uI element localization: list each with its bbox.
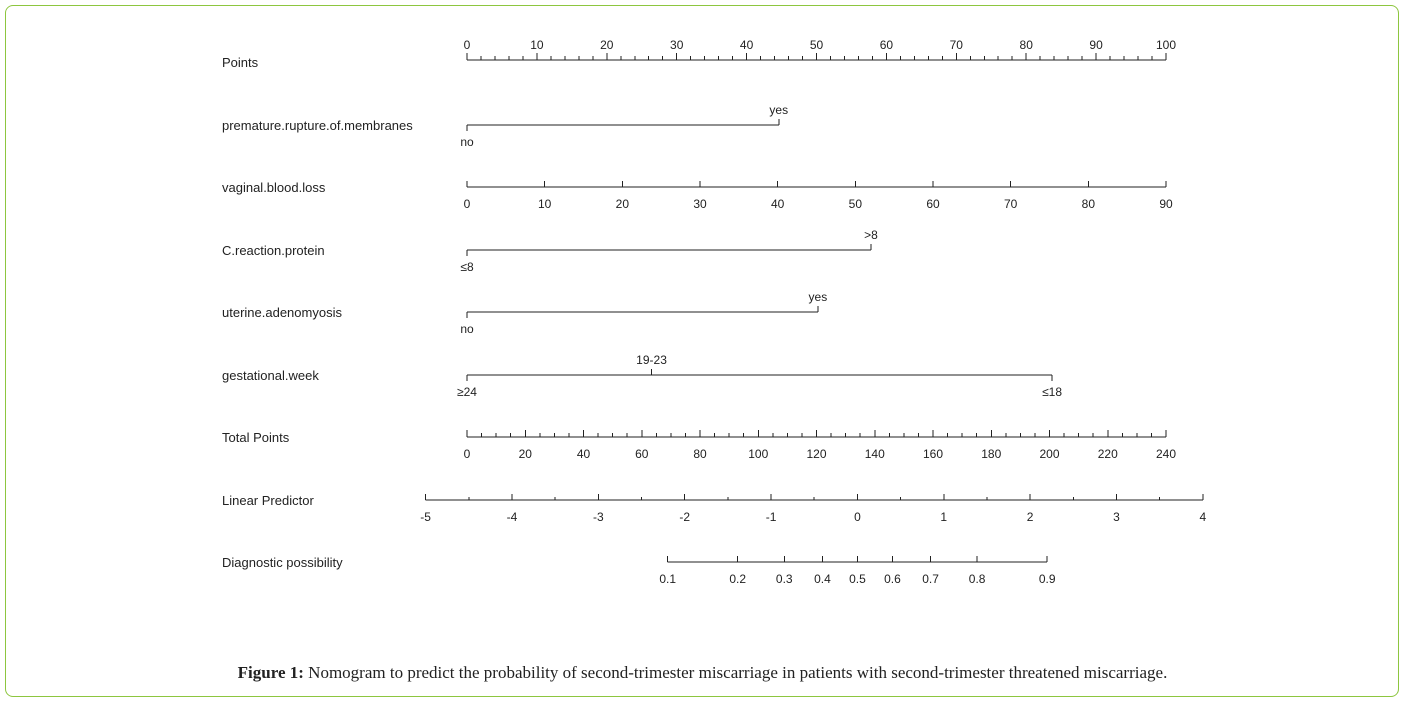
tick-label: 0 [464,38,471,52]
category-label: ≥24 [457,385,477,399]
caption-label: Figure 1: [237,663,304,682]
category-label: yes [809,290,828,304]
figure-caption: Figure 1: Nomogram to predict the probab… [0,663,1405,683]
tick-label: 0.4 [814,572,831,586]
category-label: 19-23 [636,353,667,367]
tick-label: -4 [507,510,518,524]
row-label: premature.rupture.of.membranes [222,118,413,133]
tick-label: 30 [693,197,707,211]
tick-label: 20 [600,38,614,52]
category-label: no [460,322,474,336]
tick-label: -3 [593,510,604,524]
tick-label: 0.7 [922,572,939,586]
tick-label: 90 [1159,197,1173,211]
row-label: Points [222,55,259,70]
tick-label: 50 [849,197,863,211]
row-label: Linear Predictor [222,493,314,508]
tick-label: 50 [810,38,824,52]
tick-label: 0 [854,510,861,524]
row-label: vaginal.blood.loss [222,180,326,195]
tick-label: 0.3 [776,572,793,586]
category-label: >8 [864,228,878,242]
tick-label: 160 [923,447,943,461]
tick-label: 40 [740,38,754,52]
tick-label: 2 [1027,510,1034,524]
tick-label: 80 [1020,38,1034,52]
row-label: C.reaction.protein [222,243,325,258]
tick-label: 0.8 [969,572,986,586]
figure-frame [5,5,1399,697]
tick-label: 70 [950,38,964,52]
row-label: uterine.adenomyosis [222,305,342,320]
tick-label: 1 [940,510,947,524]
tick-label: 0 [464,197,471,211]
tick-label: 10 [538,197,552,211]
tick-label: 120 [806,447,826,461]
tick-label: -5 [420,510,431,524]
tick-label: 3 [1113,510,1120,524]
tick-label: 200 [1039,447,1059,461]
tick-label: -1 [766,510,777,524]
tick-label: 0 [464,447,471,461]
row-label: Total Points [222,430,290,445]
tick-label: 100 [1156,38,1176,52]
tick-label: 0.5 [849,572,866,586]
tick-label: 60 [880,38,894,52]
tick-label: 20 [519,447,533,461]
tick-label: 0.1 [659,572,676,586]
row-label: gestational.week [222,368,319,383]
tick-label: 60 [635,447,649,461]
category-label: yes [769,103,788,117]
tick-label: 70 [1004,197,1018,211]
tick-label: 60 [926,197,940,211]
caption-text: Nomogram to predict the probability of s… [303,663,1168,682]
tick-label: 20 [616,197,630,211]
tick-label: 220 [1098,447,1118,461]
tick-label: 40 [577,447,591,461]
tick-label: 10 [530,38,544,52]
tick-label: 40 [771,197,785,211]
tick-label: 240 [1156,447,1176,461]
tick-label: 100 [748,447,768,461]
tick-label: 0.6 [884,572,901,586]
tick-label: -2 [679,510,690,524]
category-label: ≤18 [1042,385,1062,399]
tick-label: 80 [1082,197,1096,211]
tick-label: 90 [1089,38,1103,52]
category-label: ≤8 [460,260,474,274]
tick-label: 180 [981,447,1001,461]
tick-label: 140 [865,447,885,461]
tick-label: 30 [670,38,684,52]
tick-label: 80 [693,447,707,461]
row-label: Diagnostic possibility [222,555,343,570]
category-label: no [460,135,474,149]
tick-label: 4 [1199,510,1206,524]
tick-label: 0.2 [729,572,746,586]
tick-label: 0.9 [1039,572,1056,586]
